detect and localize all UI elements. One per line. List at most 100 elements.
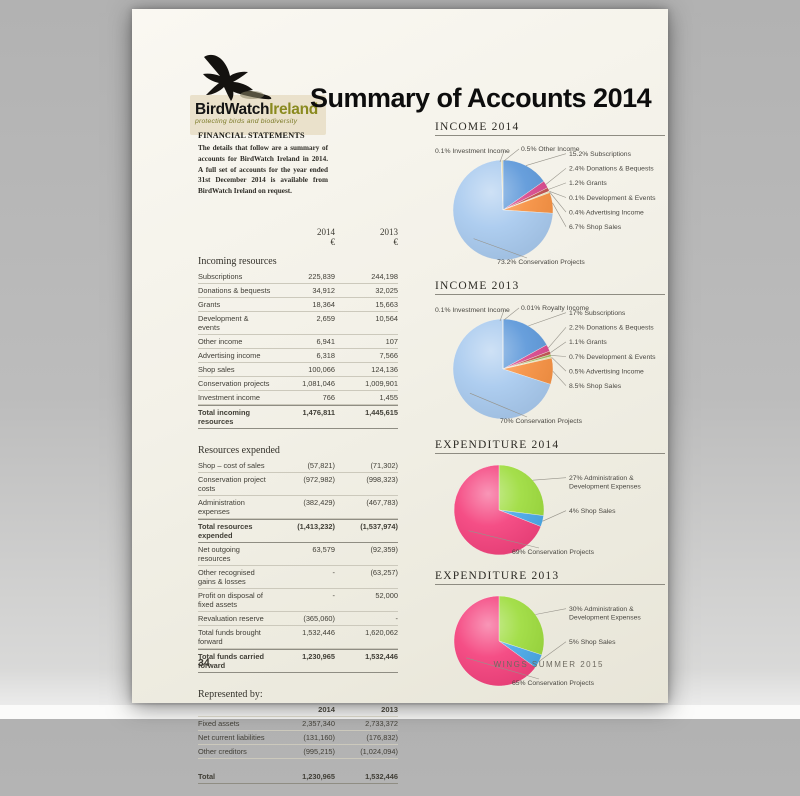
brand-tagline: protecting birds and biodiversity: [195, 118, 297, 125]
value-2013: (176,832): [335, 733, 398, 742]
currency-symbol: €: [335, 237, 398, 247]
value-2013: (998,323): [335, 475, 398, 493]
row-label: Fixed assets: [198, 719, 272, 728]
value-2013: (92,359): [335, 545, 398, 563]
table-currency-header: € €: [198, 237, 398, 247]
value-2013: -: [335, 614, 398, 623]
slice-label: 4% Shop Sales: [569, 508, 616, 515]
slice-label: 0.5% Other Income: [521, 146, 580, 153]
page-title: Summary of Accounts 2014: [310, 83, 666, 114]
value-2014: (995,215): [272, 747, 335, 756]
slice-label: 6.7% Shop Sales: [569, 224, 622, 231]
value-2014: -: [272, 568, 335, 586]
year-col-2013: 2013: [335, 227, 398, 237]
value-2014: 100,066: [272, 365, 335, 374]
magazine-issue-label: WINGS SUMMER 2015: [494, 660, 604, 669]
row-label: Development & events: [198, 314, 272, 332]
table-section-heading: Incoming resources: [198, 252, 398, 270]
row-label: Grants: [198, 300, 272, 309]
table-row: Shop – cost of sales(57,821)(71,302): [198, 459, 398, 473]
row-label: Subscriptions: [198, 272, 272, 281]
value-2013: 124,136: [335, 365, 398, 374]
row-label: Total: [198, 772, 272, 781]
value-2014: (131,160): [272, 733, 335, 742]
leader-line: [535, 609, 566, 615]
slice-label: 30% Administration &Development Expenses: [569, 606, 641, 621]
value-2013: 1,445,615: [335, 408, 398, 426]
page-number: 34: [198, 657, 210, 669]
row-label: Conservation projects: [198, 379, 272, 388]
row-label: Other recognised gains & losses: [198, 568, 272, 586]
row-label: Other income: [198, 337, 272, 346]
leader-line: [551, 355, 566, 356]
value-2013: 15,663: [335, 300, 398, 309]
slice-label: 27% Administration &Development Expenses: [569, 475, 641, 490]
intro-paragraph: The details that follow are a summary of…: [198, 143, 328, 197]
value-2014: (1,413,232): [272, 522, 335, 540]
document-page: BirdWatchIreland protecting birds and bi…: [132, 9, 668, 703]
table-section-heading: Represented by:: [198, 685, 398, 703]
value-2014: (365,060): [272, 614, 335, 623]
value-2014: -: [272, 591, 335, 609]
value-2014: 63,579: [272, 545, 335, 563]
value-2013: (71,302): [335, 461, 398, 470]
row-label: Donations & bequests: [198, 286, 272, 295]
row-label: Profit on disposal of fixed assets: [198, 591, 272, 609]
year-label: 2013: [335, 705, 398, 714]
slice-label: 1.1% Grants: [569, 339, 607, 346]
intro-block: FINANCIAL STATEMENTS The details that fo…: [198, 131, 328, 197]
value-2014: 34,912: [272, 286, 335, 295]
row-label: Other creditors: [198, 747, 272, 756]
birdwatch-bird-logo-icon: [196, 51, 274, 107]
leader-line: [528, 313, 566, 326]
leader-line: [552, 357, 566, 371]
slice-label: 0.1% Investment Income: [435, 148, 510, 155]
value-2014: 1,230,965: [272, 772, 335, 781]
chart-title: EXPENDITURE 2013: [435, 570, 665, 585]
desk-surface: [0, 705, 800, 719]
value-2013: 1,009,901: [335, 379, 398, 388]
row-label: Conservation project costs: [198, 475, 272, 493]
value-2013: (1,024,094): [335, 747, 398, 756]
slice-label: 5% Shop Sales: [569, 639, 616, 646]
leader-line: [549, 183, 566, 190]
row-label: Revaluation reserve: [198, 614, 272, 623]
brand-bold: BirdWatch: [195, 101, 269, 118]
leader-line: [546, 168, 566, 184]
value-2013: 32,025: [335, 286, 398, 295]
value-2013: 107: [335, 337, 398, 346]
value-2014: (382,429): [272, 498, 335, 516]
leader-line: [533, 478, 566, 481]
brand-name: BirdWatchIreland: [195, 101, 318, 119]
row-label: Advertising income: [198, 351, 272, 360]
expenditure-2013-pie-chart: 30% Administration &Development Expenses…: [435, 587, 665, 689]
value-2013: 52,000: [335, 591, 398, 609]
slice-label: 2.4% Donations & Bequests: [569, 166, 654, 173]
value-2014: (57,821): [272, 461, 335, 470]
table-row: Other creditors(995,215)(1,024,094): [198, 745, 398, 759]
value-2014: 1,081,046: [272, 379, 335, 388]
value-2014: 6,941: [272, 337, 335, 346]
value-2014: 766: [272, 393, 335, 402]
pie-gloss: [454, 465, 544, 555]
year-col-2014: 2014: [272, 227, 335, 237]
table-year-header: 2014 2013: [198, 227, 398, 237]
slice-label: 73.2% Conservation Projects: [497, 259, 585, 266]
table-section-heading: Resources expended: [198, 441, 398, 459]
value-2013: 244,198: [335, 272, 398, 281]
table-row: Revaluation reserve(365,060)-: [198, 612, 398, 626]
expenditure-2014-pie-chart: 27% Administration &Development Expenses…: [435, 456, 665, 558]
value-2014: 1,532,446: [272, 628, 335, 646]
